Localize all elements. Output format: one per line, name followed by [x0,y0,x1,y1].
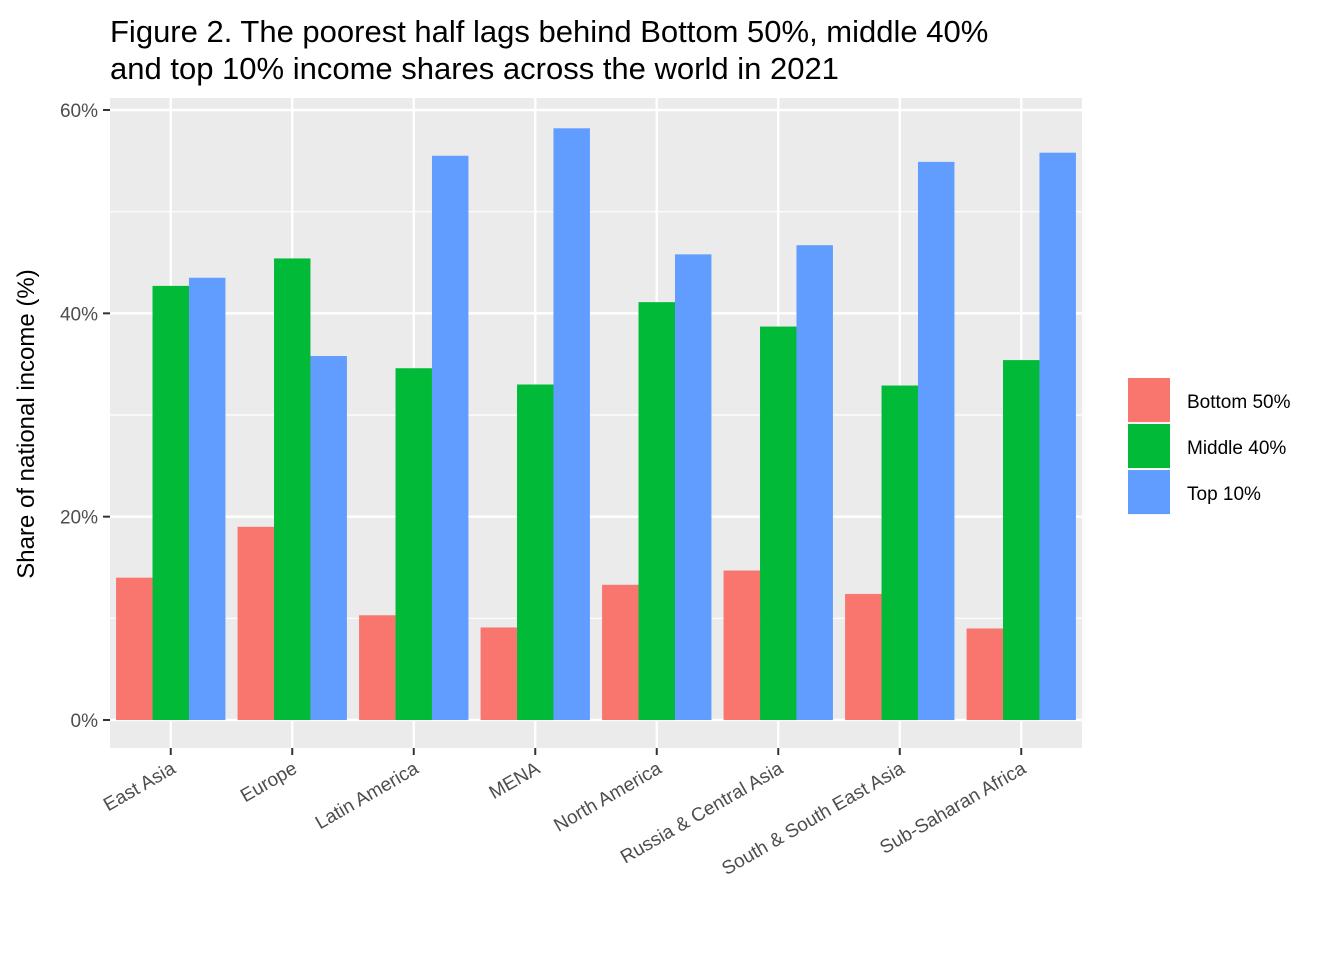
bar-middle-40-latin-america [395,368,432,720]
bar-bottom-50-latin-america [359,615,396,720]
x-tick-label: MENA [486,758,544,804]
bar-top-10-europe [310,356,347,720]
x-tick-label: East Asia [100,758,179,816]
bar-middle-40-south-south-east-asia [881,385,918,720]
bar-middle-40-north-america [638,302,675,720]
bar-bottom-50-north-america [602,584,639,720]
legend: Bottom 50% Middle 40% Top 10% [1128,378,1291,515]
bar-top-10-south-south-east-asia [917,161,955,721]
bars-group [116,128,1076,721]
y-tick-label: 20% [60,508,98,529]
chart-title: Figure 2. The poorest half lags behind B… [110,14,988,49]
bar-top-10-latin-america [431,155,469,720]
bar-bottom-50-east-asia [116,577,153,720]
legend-swatch [1128,470,1170,514]
y-tick-label: 40% [60,304,98,325]
x-tick-label: Europe [237,758,301,807]
bar-top-10-north-america [674,254,712,720]
x-axis: East Asia Europe Latin America MENA North Am… [100,748,1030,880]
x-tick-label: North America [551,758,666,837]
bar-bottom-50-south-south-east-asia [845,593,882,720]
x-tick-label: Latin America [312,758,423,834]
bar-middle-40-mena [517,384,554,720]
bar-bottom-50-sub-saharan-africa [966,628,1004,720]
y-tick-label: 0% [71,711,99,732]
legend-label: Middle 40% [1187,438,1286,459]
bar-middle-40-east-asia [152,285,189,720]
bar-middle-40-russia-central-asia [760,326,797,720]
bar-middle-40-sub-saharan-africa [1003,360,1040,720]
bar-bottom-50-mena [480,627,518,720]
legend-label: Bottom 50% [1187,392,1291,413]
legend-swatch [1128,378,1170,422]
bar-top-10-east-asia [188,277,226,720]
chart-subtitle: and top 10% income shares across the wor… [110,51,839,86]
legend-swatch [1128,424,1170,468]
bar-middle-40-europe [274,258,311,720]
bar-bottom-50-europe [237,526,275,720]
bar-bottom-50-russia-central-asia [723,570,761,720]
legend-label: Top 10% [1187,484,1261,505]
bar-top-10-mena [553,128,590,721]
bar-top-10-sub-saharan-africa [1039,152,1076,720]
y-axis: 0% 20% 40% 60% [60,101,110,732]
y-axis-title: Share of national income (%) [13,269,40,579]
y-tick-label: 60% [60,101,98,122]
bar-top-10-russia-central-asia [796,245,833,720]
